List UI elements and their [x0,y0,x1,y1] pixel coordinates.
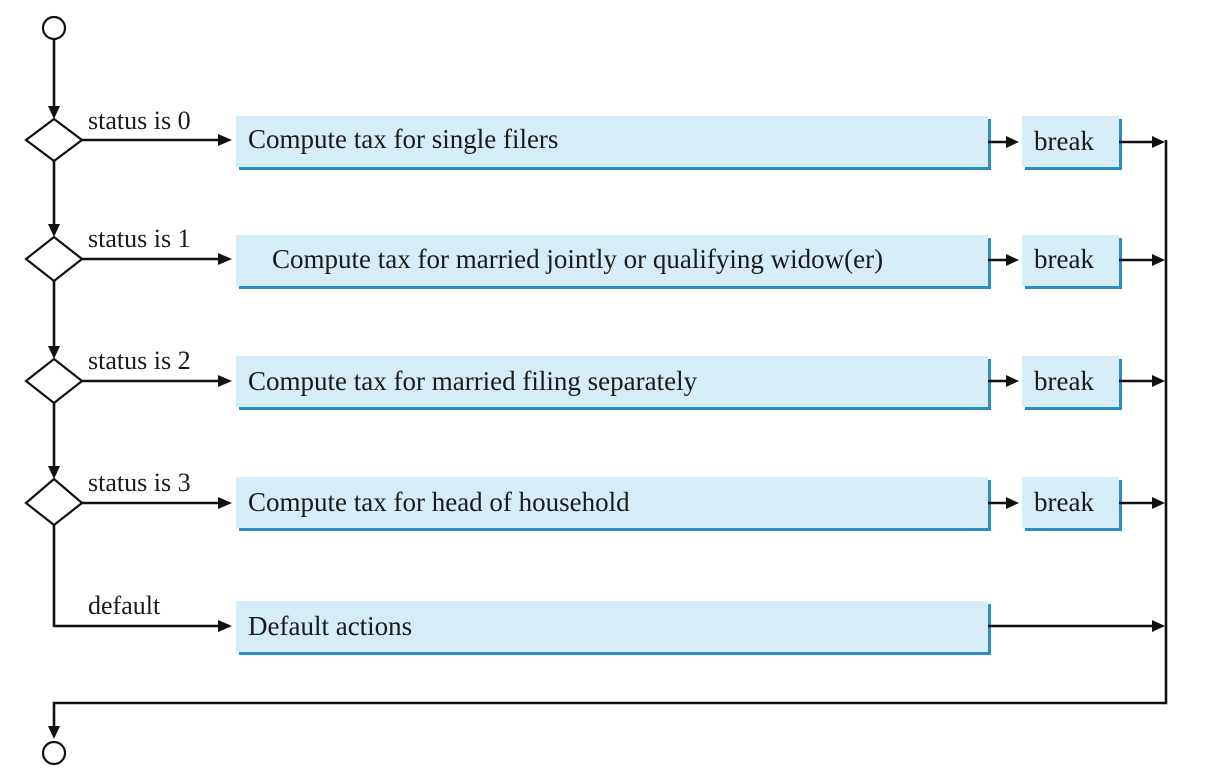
break-arrow-0 [1006,136,1019,148]
case-arrow-2 [218,375,232,387]
exit-arrow-2 [1152,375,1165,387]
action-text-1: Compute tax for married jointly or quali… [272,244,883,274]
decision-diamond-2 [24,357,84,405]
case-arrow-3 [218,497,232,509]
decision-diamond-1 [24,235,84,283]
end-arrow [48,726,60,739]
default-exit-arrow [1152,620,1165,632]
default-label: default [88,591,161,620]
default-action-text: Default actions [248,611,412,641]
decision-diamond-0 [24,117,84,163]
case-arrow-0 [218,134,232,146]
action-text-2: Compute tax for married filing separatel… [248,366,698,396]
end-node [41,740,67,766]
exit-arrow-3 [1152,497,1165,509]
action-box-2: Compute tax for married filing separatel… [236,356,991,410]
break-arrow-3 [1006,497,1019,509]
spine-arrow-3 [48,466,60,479]
break-text-3: break [1034,487,1094,517]
break-box-1: break [1022,235,1122,289]
default-arrow [218,620,232,632]
spine-default-path [52,525,218,628]
default-action-box: Default actions [236,601,991,655]
action-box-1: Compute tax for married jointly or quali… [236,235,991,289]
break-box-0: break [1022,116,1122,170]
spine-arrow-0 [48,106,60,119]
case-label-0: status is 0 [88,106,191,135]
action-text-0: Compute tax for single filers [248,124,558,154]
case-arrow-1 [218,253,232,265]
case-label-2: status is 2 [88,346,191,375]
action-box-3: Compute tax for head of household [236,477,991,531]
exit-arrow-1 [1152,254,1165,266]
spine-arrow-2 [48,346,60,359]
break-text-2: break [1034,366,1094,396]
action-text-3: Compute tax for head of household [248,487,630,517]
break-text-1: break [1034,244,1094,274]
break-arrow-2 [1006,375,1019,387]
case-label-3: status is 3 [88,468,191,497]
exit-arrow-0 [1152,136,1165,148]
spine-arrow-1 [48,224,60,237]
break-box-3: break [1022,477,1122,531]
start-node [41,15,67,41]
decision-diamond-3 [24,477,84,527]
action-box-0: Compute tax for single filers [236,116,991,170]
break-text-0: break [1034,126,1094,156]
break-arrow-1 [1006,254,1019,266]
break-box-2: break [1022,356,1122,410]
case-label-1: status is 1 [88,224,191,253]
collector-bus [52,140,1168,730]
